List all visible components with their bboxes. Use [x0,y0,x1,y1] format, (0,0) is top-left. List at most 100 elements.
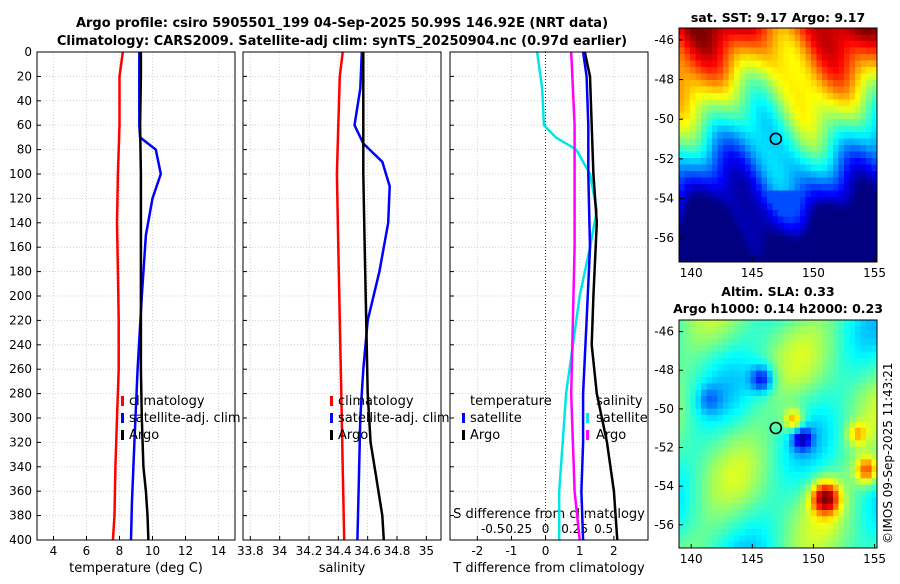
map-cell [783,223,790,230]
map-cell [767,478,773,486]
map-cell [695,171,702,178]
map-cell [816,93,823,100]
map-cell [772,465,779,473]
map-cell [756,478,762,486]
map-cell [838,408,845,416]
map-cell [712,332,718,340]
map-cell [816,112,823,120]
map-cell [772,229,779,237]
map-cell [739,415,746,422]
map-cell [728,34,735,42]
map-cell [805,478,812,486]
map-cell [822,332,828,340]
map-cell [734,34,740,42]
map-cell [794,138,801,146]
map-cell [871,249,878,256]
map-cell [717,402,724,410]
map-cell [794,453,801,460]
map-cell [805,125,812,133]
map-cell [855,203,861,211]
map-cell [789,529,795,536]
map-cell [761,255,768,263]
map-cell [844,465,850,473]
map-cell [778,197,784,204]
map-cell [849,216,856,224]
map-cell [772,54,779,61]
map-cell [717,210,724,217]
map-cell [866,421,872,429]
map-cell [805,320,812,327]
map-cell [783,421,790,429]
map-cell [838,138,845,146]
series-line-s-satellite [569,51,581,541]
map-cell [866,164,872,172]
map-cell [717,54,724,61]
legend-swatch-s-satellite [586,413,589,423]
map-cell [772,47,779,55]
map-cell [778,255,784,263]
map-cell [706,34,713,42]
map-cell [783,54,790,61]
map-cell [849,516,856,524]
map-cell [684,184,691,191]
x-tick-label: 14 [211,544,226,558]
map-cell [767,184,773,191]
map-cell [723,54,729,61]
map-cell [728,86,735,94]
map-cell [860,358,867,365]
map-cell [805,158,812,165]
map-cell [811,47,817,55]
map-cell [706,408,713,416]
map-cell [833,47,839,55]
map-cell [745,80,751,87]
map-cell [695,446,702,454]
map-cell [761,402,768,410]
map-cell [679,229,685,237]
map-cell [822,377,828,384]
map-cell [745,529,751,536]
map-cell [756,28,762,35]
map-cell [684,389,691,397]
map-cell [728,93,735,100]
map-cell [684,459,691,467]
map-cell [827,171,834,178]
map-cell [827,415,834,422]
map-cell [706,125,713,133]
map-cell [717,255,724,263]
map-cell [838,472,845,479]
map-cell [761,377,768,384]
map-cell [800,427,806,435]
map-cell [778,229,784,237]
map-cell [684,99,691,107]
map-cell [734,522,740,530]
map-cell [679,453,685,460]
map-cell [712,358,718,365]
map-cell [756,177,762,185]
map-cell [767,60,773,68]
map-cell [684,440,691,448]
map-cell [783,145,790,152]
map-cell [701,106,707,113]
map-cell [772,332,779,340]
plot-frame [36,51,236,541]
map-cell [717,119,724,126]
map-cell [706,516,713,524]
map-cell [783,446,790,454]
map-cell [750,197,757,204]
map-cell [745,541,751,549]
map-cell [871,151,878,159]
map-cell [860,255,867,263]
map-cell [684,177,691,185]
map-cell [723,453,729,460]
map-cell [717,478,724,486]
map-cell [684,151,691,159]
map-cell [723,93,729,100]
map-cell [789,60,795,68]
map-cell [800,158,806,165]
map-cell [849,535,856,543]
map-cell [679,529,685,536]
map-cell [745,415,751,422]
map-cell [728,119,735,126]
map-cell [871,345,878,353]
map-cell [734,242,740,250]
